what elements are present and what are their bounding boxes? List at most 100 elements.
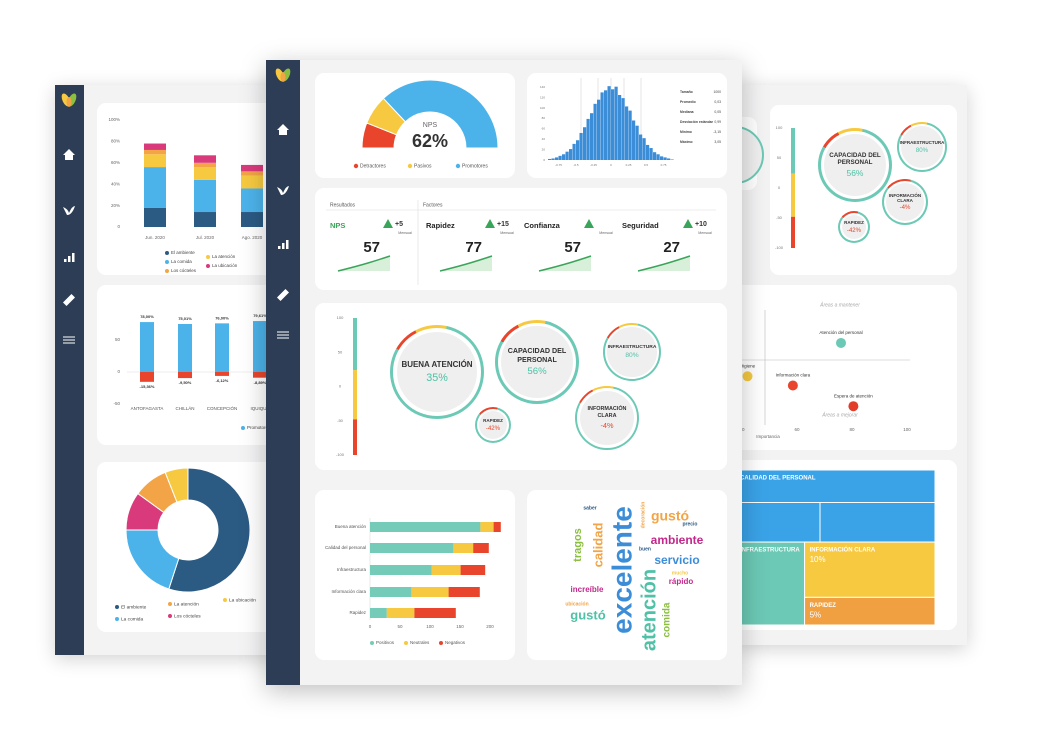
- kpi-delta: +15: [497, 221, 509, 228]
- point: [848, 401, 859, 412]
- treemap-value: 5%: [810, 610, 822, 619]
- y-tick-label: 0: [117, 369, 120, 374]
- histogram-bar: [572, 143, 576, 160]
- y-tick-label: 40%: [111, 181, 120, 186]
- trend-arrow: [383, 219, 393, 228]
- y-tick-label: Infraestructura: [337, 567, 367, 572]
- histogram-bar: [548, 158, 552, 160]
- bubble-value: 80%: [625, 352, 639, 360]
- kpi-name: Confianza: [524, 221, 561, 230]
- legend-dot: [407, 163, 413, 169]
- histogram-bar: [663, 157, 667, 160]
- bar-segment: [194, 162, 216, 168]
- scale-tick-label: 50: [338, 349, 343, 354]
- y-tick-label: 20%: [111, 203, 120, 208]
- value-label: -9,50%: [179, 380, 192, 385]
- donut-slice: [168, 467, 251, 593]
- histogram-bar: [551, 158, 555, 160]
- histogram-bar: [670, 159, 674, 160]
- histogram-bar: [625, 106, 629, 160]
- bar-segment: [411, 587, 449, 597]
- quadrant-label: Áreas a mantener: [819, 301, 860, 308]
- legend-label: Positivos: [376, 640, 395, 645]
- sparkline-area: [638, 256, 690, 271]
- bar: [253, 321, 267, 372]
- point-label: Espera de atención: [834, 393, 873, 398]
- kpi-period: Mensual: [398, 231, 412, 235]
- legend-dot: [439, 641, 443, 645]
- x-tick-label: Jul. 2020: [196, 235, 215, 240]
- scale-tick-label: -50: [337, 418, 344, 423]
- bar-segment: [370, 565, 432, 575]
- bar-segment: [241, 212, 263, 227]
- legend-label: Los cócteles: [171, 268, 197, 273]
- bar: [215, 323, 229, 372]
- logo-leaf: [280, 72, 286, 82]
- scale-tick-label: -50: [776, 215, 783, 220]
- value-label: 78,00%: [140, 314, 154, 319]
- bubble: INFORMACIÓN CLARA -4%: [575, 386, 639, 450]
- kpi-value: 57: [363, 239, 380, 256]
- word: increíble: [571, 585, 604, 594]
- legend-dot: [206, 264, 210, 268]
- stat-value: 0,03: [714, 100, 721, 104]
- y-tick-label: 80: [542, 116, 546, 120]
- bar-segment: [480, 522, 494, 532]
- legend-label: Detractores: [360, 163, 386, 169]
- bubble-name: RAPIDEZ: [844, 220, 864, 226]
- point: [787, 380, 798, 391]
- bubble-core: INFORMACIÓN CLARA -4%: [886, 183, 924, 221]
- stat-value: 0,05: [714, 110, 721, 114]
- icon-bars: [72, 253, 75, 262]
- bar: [253, 372, 267, 378]
- scale-segment: [353, 419, 357, 455]
- bar-segment: [370, 608, 387, 618]
- bubble-core: INFORMACIÓN CLARA -4%: [579, 390, 635, 446]
- bar-segment: [144, 143, 166, 150]
- scale-tick-label: 0: [339, 384, 342, 389]
- bar-segment: [241, 188, 263, 213]
- bar-segment: [448, 587, 480, 597]
- legend-dot: [115, 605, 119, 609]
- stat-name: Desviación estándar: [680, 120, 714, 124]
- word: ambiente: [651, 533, 704, 547]
- histogram-bar: [555, 157, 559, 160]
- y-tick-label: 0: [543, 158, 545, 162]
- histogram-bar: [604, 90, 608, 160]
- x-tick-label: 100: [426, 624, 434, 629]
- histogram-bar: [660, 156, 664, 160]
- histogram-bar: [579, 132, 583, 160]
- value-label: 75,01%: [178, 316, 192, 321]
- gauge-label: NPS: [423, 122, 438, 129]
- word: calidad: [590, 523, 605, 568]
- bar-segment: [431, 565, 461, 575]
- legend-label: La atención: [212, 254, 236, 259]
- sparkline: [337, 255, 391, 272]
- word: precio: [682, 521, 697, 527]
- kpi-value: 27: [663, 239, 680, 256]
- scale-tick-label: 100: [776, 125, 783, 130]
- y-tick-label: 40: [542, 137, 546, 141]
- bubble-name: INFRAESTRUCTURA: [607, 344, 657, 350]
- word: tragos: [572, 528, 584, 562]
- legend-label: Promotores: [247, 425, 271, 430]
- treemap-name: RAPIDEZ: [810, 603, 837, 609]
- histogram-bar: [653, 152, 657, 160]
- histogram-bar: [621, 98, 625, 160]
- legend-dot: [115, 617, 119, 621]
- x-tick-label: 50: [397, 624, 403, 629]
- bar-segment: [144, 149, 166, 155]
- icon-home: [277, 124, 289, 135]
- word: excelente: [606, 506, 637, 634]
- bubble-gap: RAPIDEZ -42%: [477, 409, 509, 441]
- value-label: 79,61%: [253, 313, 267, 318]
- stat-name: Máximo: [680, 140, 693, 144]
- histogram-bar: [614, 86, 618, 160]
- x-tick-label: -0.75: [555, 163, 562, 167]
- legend-label: La atención: [174, 601, 199, 607]
- point-label: Atención del personal: [819, 330, 862, 335]
- icon-bird: [63, 206, 75, 215]
- histogram-bar: [639, 134, 643, 160]
- bar-segment: [414, 608, 456, 618]
